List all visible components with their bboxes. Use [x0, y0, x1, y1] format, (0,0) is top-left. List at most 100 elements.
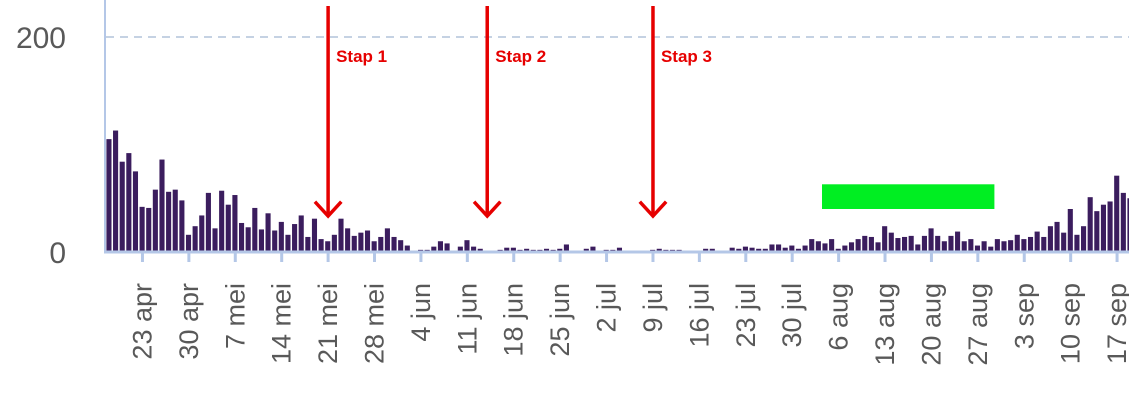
bar	[305, 236, 311, 252]
bar	[225, 204, 231, 252]
x-tick-label: 2 jul	[592, 283, 622, 333]
y-tick-label: 0	[49, 237, 66, 270]
bar	[192, 226, 198, 252]
bar	[875, 242, 881, 252]
bar	[756, 248, 762, 252]
bar	[431, 246, 437, 253]
bar	[1100, 204, 1106, 252]
bar	[563, 244, 569, 252]
bar	[955, 231, 961, 252]
bar	[802, 245, 808, 252]
bar	[835, 248, 841, 252]
bar	[795, 248, 802, 252]
bar	[842, 245, 848, 252]
bar	[239, 222, 245, 252]
bar	[908, 235, 914, 253]
bar	[1047, 226, 1053, 252]
bar	[1027, 236, 1034, 252]
bar	[132, 171, 139, 253]
x-tick-label: 23 jul	[731, 283, 761, 348]
x-tick-label: 30 apr	[174, 283, 204, 360]
bar	[351, 235, 357, 253]
bar	[736, 248, 742, 252]
bar	[941, 241, 947, 252]
bar	[219, 190, 225, 252]
highlight-bar	[822, 184, 995, 209]
bar	[994, 239, 1000, 252]
bar	[166, 191, 172, 252]
bar	[1074, 234, 1080, 252]
bar	[1041, 236, 1047, 252]
bar	[1014, 234, 1020, 252]
x-tick-label: 30 jul	[777, 283, 807, 348]
y-tick-labels-group: 0 200	[16, 22, 66, 270]
x-tick-label: 20 aug	[916, 283, 946, 366]
x-tick-label: 27 aug	[963, 283, 993, 366]
bar	[524, 248, 530, 252]
bar	[935, 235, 941, 253]
bar	[504, 247, 510, 252]
bar	[265, 213, 271, 252]
bar	[815, 241, 821, 252]
bar	[988, 246, 994, 253]
bar	[868, 236, 874, 252]
bar	[974, 245, 981, 252]
bar	[471, 246, 477, 253]
bar	[152, 189, 158, 252]
bar	[1127, 198, 1129, 252]
bar	[809, 239, 815, 252]
bar	[583, 248, 589, 252]
bar	[616, 247, 623, 252]
bar	[318, 239, 324, 252]
bar	[358, 232, 364, 252]
annotation-arrow-head	[638, 200, 668, 219]
bar	[398, 240, 404, 252]
bar	[1120, 192, 1126, 253]
bar	[928, 228, 934, 252]
bar	[557, 248, 563, 252]
bar	[749, 247, 755, 252]
bar	[245, 227, 251, 252]
bar	[252, 207, 258, 252]
x-tick-labels-group: 23 apr 30 apr 7 mei 14 mei 21 mei 28 mei 4 jun…	[128, 283, 1129, 366]
bar	[146, 207, 152, 252]
bar	[789, 245, 795, 252]
bar	[510, 247, 516, 252]
bar	[981, 241, 987, 252]
annotations-group: Stap 1 Stap 2 Stap 3	[313, 6, 712, 219]
bar	[848, 242, 855, 252]
bar	[205, 192, 211, 253]
bar	[902, 236, 908, 252]
bar	[1061, 232, 1067, 252]
bar	[961, 241, 967, 252]
bar	[1034, 231, 1040, 252]
y-tick-label: 200	[16, 22, 66, 55]
bar	[888, 232, 894, 252]
bar	[325, 241, 331, 252]
x-tick-label: 17 sep	[1102, 283, 1129, 364]
bar	[862, 235, 868, 253]
bar	[656, 248, 662, 252]
annotation-arrow-head	[313, 200, 343, 219]
bar	[915, 244, 921, 252]
bar	[278, 221, 284, 252]
annotation-label: Stap 1	[336, 47, 387, 66]
x-tick-label: 3 sep	[1009, 283, 1039, 349]
annotation-label: Stap 3	[661, 47, 712, 66]
bar	[199, 215, 205, 252]
bar	[1081, 226, 1087, 252]
bar	[292, 224, 298, 252]
bar	[742, 246, 748, 253]
bar	[822, 243, 828, 252]
x-tick-label: 6 aug	[824, 283, 854, 351]
bar	[948, 235, 954, 253]
bar	[1021, 239, 1027, 252]
bar	[345, 228, 351, 252]
bar	[371, 241, 377, 252]
bar	[139, 206, 145, 252]
bar	[338, 218, 344, 252]
x-tick-label: 23 apr	[128, 283, 158, 360]
x-tick-label: 13 aug	[870, 283, 900, 366]
bar	[464, 240, 470, 252]
x-tick-label: 9 jul	[638, 283, 668, 333]
